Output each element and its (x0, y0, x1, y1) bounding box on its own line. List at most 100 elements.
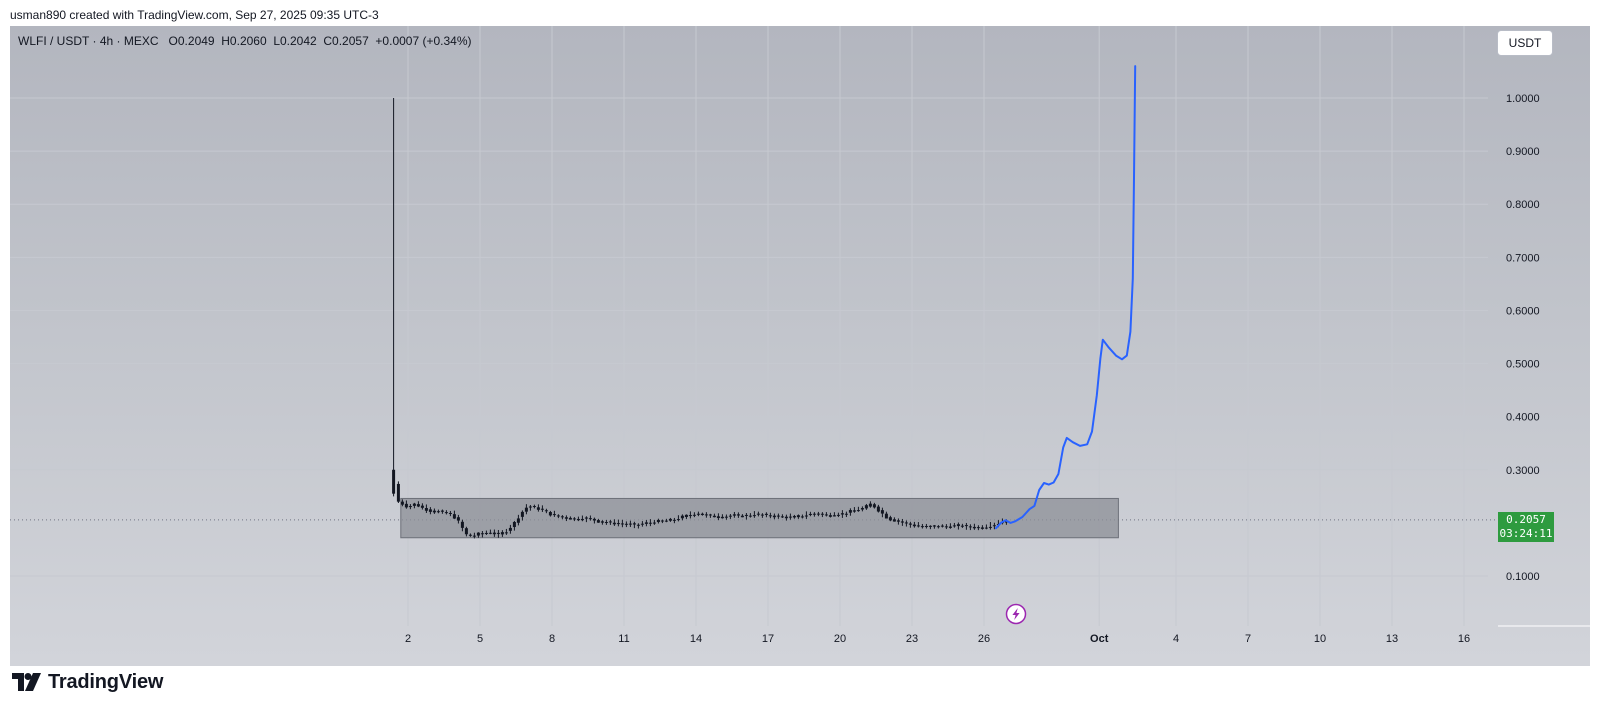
candle[interactable] (840, 513, 844, 515)
candle[interactable] (636, 524, 640, 526)
candle[interactable] (732, 514, 736, 516)
candle[interactable] (448, 512, 452, 514)
candle[interactable] (944, 526, 948, 528)
candle[interactable] (804, 515, 808, 517)
candle[interactable] (516, 518, 520, 523)
candle[interactable] (976, 527, 980, 529)
candle[interactable] (648, 522, 652, 524)
candle[interactable] (392, 469, 396, 494)
candle[interactable] (764, 513, 768, 515)
candle[interactable] (776, 515, 780, 517)
candle[interactable] (488, 532, 492, 534)
candle[interactable] (632, 523, 636, 525)
candle[interactable] (720, 516, 724, 519)
candle[interactable] (544, 510, 548, 512)
candle[interactable] (888, 517, 892, 521)
candle[interactable] (900, 521, 904, 523)
lightning-icon[interactable] (1005, 603, 1027, 625)
candle[interactable] (772, 515, 776, 518)
candle[interactable] (460, 521, 464, 528)
candle[interactable] (896, 520, 900, 522)
candle[interactable] (500, 532, 504, 535)
candle[interactable] (908, 523, 912, 525)
candle[interactable] (444, 512, 448, 514)
candle[interactable] (696, 513, 700, 515)
candle[interactable] (644, 522, 648, 524)
candle[interactable] (796, 515, 800, 518)
candle[interactable] (852, 510, 856, 512)
candle[interactable] (548, 512, 552, 516)
candle[interactable] (512, 522, 516, 528)
candle[interactable] (536, 507, 540, 510)
candle[interactable] (952, 525, 956, 527)
candle[interactable] (668, 518, 672, 521)
candle[interactable] (464, 528, 468, 535)
candle[interactable] (760, 514, 764, 516)
candle[interactable] (404, 503, 408, 508)
candle[interactable] (564, 517, 568, 519)
candle[interactable] (620, 523, 624, 525)
candle[interactable] (692, 514, 696, 516)
candle[interactable] (792, 515, 796, 518)
candle[interactable] (576, 518, 580, 521)
candle[interactable] (588, 518, 592, 520)
candle[interactable] (988, 526, 992, 528)
candle[interactable] (912, 524, 916, 527)
symbol-interval[interactable]: 4h (99, 34, 114, 48)
candle[interactable] (924, 526, 928, 528)
candle[interactable] (400, 501, 404, 505)
candle[interactable] (436, 511, 440, 513)
candle[interactable] (540, 508, 544, 510)
candle[interactable] (472, 535, 476, 537)
candle[interactable] (980, 527, 984, 529)
candle[interactable] (788, 516, 792, 518)
candle[interactable] (420, 505, 424, 508)
candle[interactable] (584, 517, 588, 519)
candle[interactable] (748, 515, 752, 517)
candle[interactable] (940, 525, 944, 527)
candle[interactable] (700, 513, 704, 515)
candle[interactable] (680, 515, 684, 519)
candle[interactable] (836, 514, 840, 516)
candle[interactable] (660, 520, 664, 522)
candle[interactable] (708, 514, 712, 516)
candle[interactable] (800, 516, 804, 518)
candle[interactable] (712, 515, 716, 518)
chart-area[interactable]: 1.0000 0.9000 0.8000 0.7000 0.6000 0.5000 0.40… (10, 26, 1590, 666)
candle[interactable] (992, 525, 996, 527)
candle[interactable] (928, 525, 932, 527)
candle[interactable] (744, 514, 748, 516)
candle[interactable] (948, 526, 952, 528)
candle[interactable] (892, 519, 896, 522)
candle[interactable] (936, 526, 940, 528)
candle[interactable] (456, 517, 460, 521)
candle[interactable] (724, 516, 728, 518)
candle[interactable] (716, 516, 720, 519)
candle[interactable] (592, 518, 596, 521)
candle[interactable] (740, 515, 744, 518)
candle[interactable] (640, 523, 644, 525)
candle[interactable] (868, 503, 872, 507)
candle[interactable] (968, 526, 972, 528)
candle[interactable] (956, 524, 960, 527)
candle[interactable] (552, 514, 556, 516)
candle[interactable] (496, 532, 500, 534)
candle[interactable] (816, 513, 820, 515)
candle[interactable] (424, 508, 428, 511)
candle[interactable] (916, 525, 920, 527)
candle[interactable] (628, 523, 632, 525)
candle[interactable] (860, 508, 864, 510)
candle[interactable] (756, 513, 760, 515)
candle[interactable] (508, 527, 512, 531)
candle[interactable] (408, 506, 412, 508)
candle[interactable] (864, 505, 868, 509)
candle[interactable] (848, 510, 852, 513)
candle[interactable] (432, 510, 436, 513)
candle[interactable] (728, 515, 732, 517)
candle[interactable] (624, 523, 628, 525)
candle[interactable] (560, 516, 564, 518)
candle[interactable] (612, 522, 616, 525)
candle[interactable] (504, 532, 508, 534)
candle[interactable] (532, 506, 536, 508)
candle[interactable] (596, 520, 600, 523)
